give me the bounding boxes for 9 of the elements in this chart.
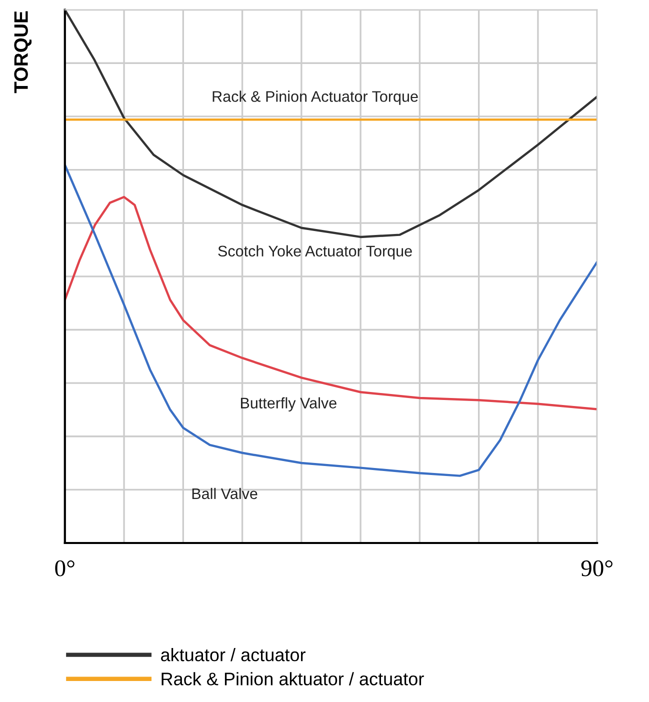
legend-label: aktuator / actuator: [161, 648, 306, 662]
legend-label: Rack & Pinion aktuator / actuator: [162, 672, 424, 686]
annotation: Butterfly Valve: [240, 397, 336, 412]
annotation: Ball Valve: [192, 488, 258, 500]
x-tick-label: 0°: [55, 560, 74, 576]
x-tick-label: 90°: [581, 560, 612, 576]
y-axis-title: TORQUE: [14, 11, 32, 94]
annotation: Rack & Pinion Actuator Torque: [212, 90, 418, 105]
annotation: Scotch Yoke Actuator Torque: [218, 245, 412, 260]
